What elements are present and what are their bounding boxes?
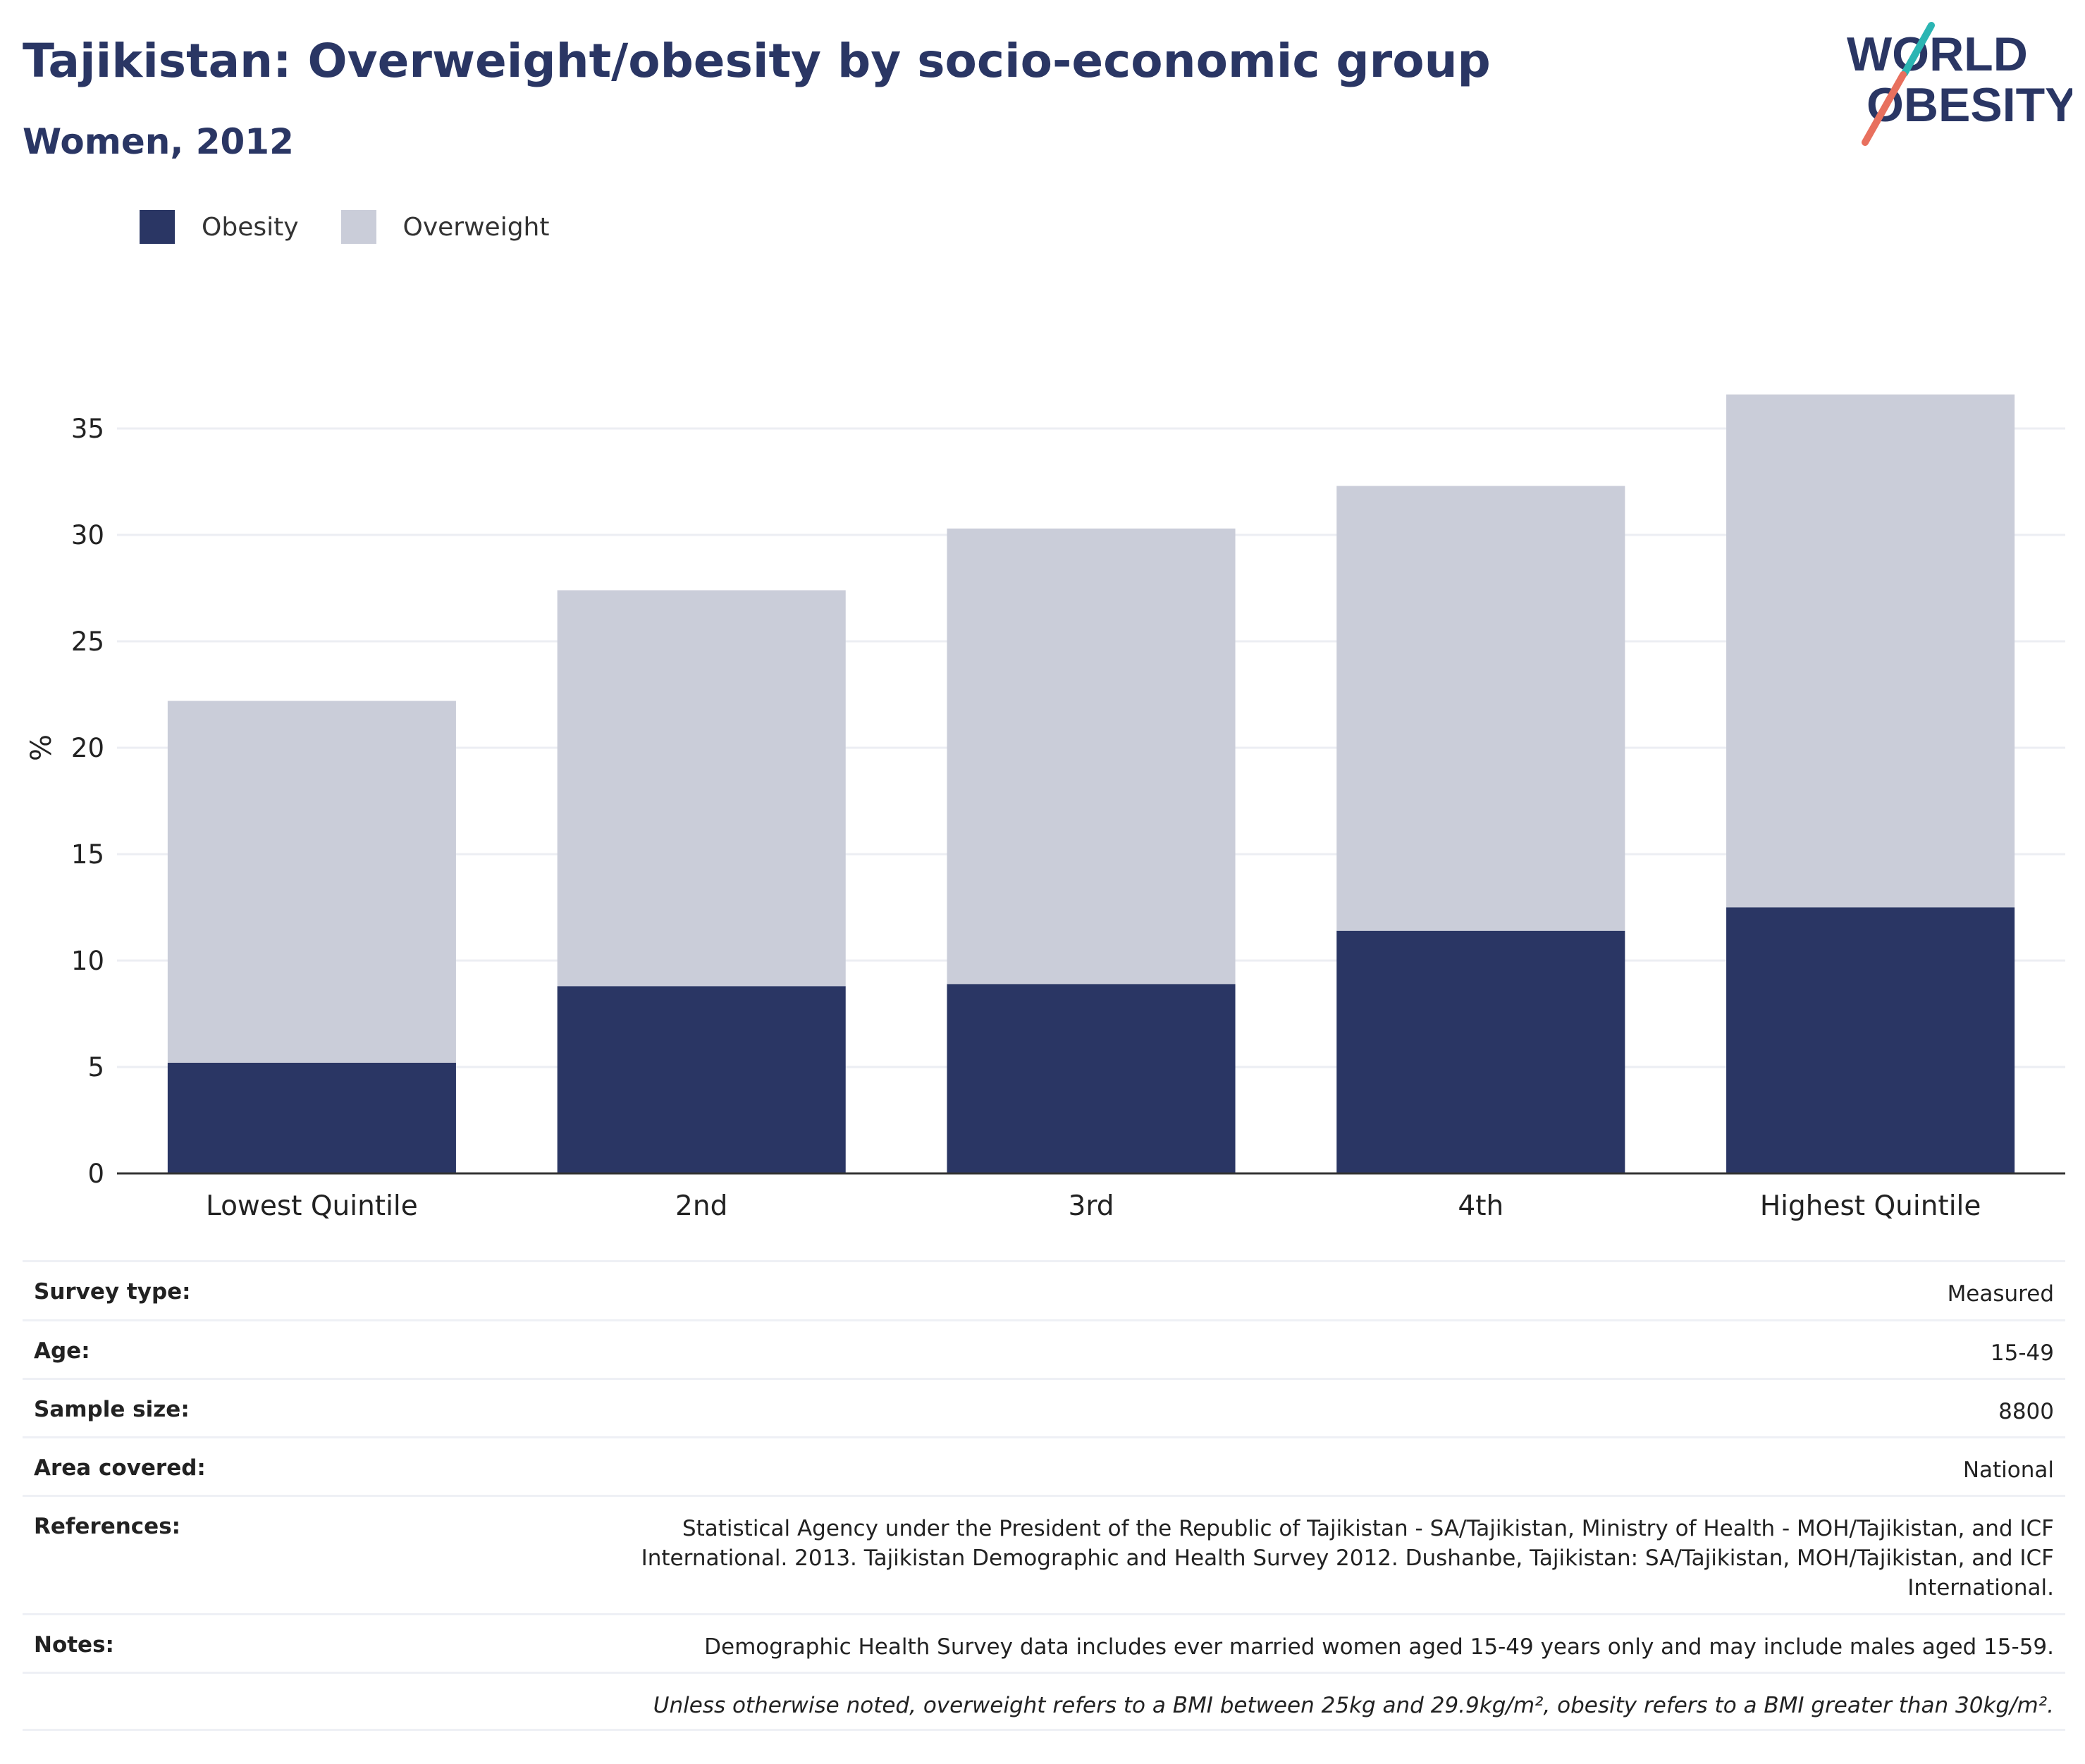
survey-info-table: Survey type: Measured Age: 15-49 Sample … (23, 1260, 2065, 1731)
world-obesity-logo: WORLD OBESITY (1847, 22, 2072, 146)
y-tick-label: 30 (71, 520, 104, 550)
y-tick-label: 25 (71, 627, 104, 657)
y-tick-label: 5 (87, 1052, 104, 1083)
logo-slash-teal (1901, 22, 1935, 77)
logo-word-obesity: OBESITY (1866, 78, 2072, 132)
y-tick-label: 35 (71, 414, 104, 444)
info-row-sample-size: Sample size: 8800 (23, 1378, 2065, 1436)
info-label-sample-size: Sample size: (34, 1397, 190, 1422)
legend-swatch-obesity (140, 210, 175, 244)
info-row-age: Age: 15-49 (23, 1319, 2065, 1378)
info-row-references: References: Statistical Agency under the… (23, 1495, 2065, 1613)
y-tick-label: 15 (71, 839, 104, 870)
info-row-footnote: Unless otherwise noted, overweight refer… (23, 1672, 2065, 1731)
bar-overweight-1 (167, 701, 456, 1063)
x-tick-label: 2nd (675, 1190, 727, 1222)
info-value-references: Statistical Agency under the President o… (641, 1516, 2054, 1600)
x-tick-label: 3rd (1069, 1190, 1114, 1222)
info-label-survey-type: Survey type: (34, 1279, 191, 1305)
info-footnote: Unless otherwise noted, overweight refer… (653, 1693, 2054, 1718)
chart-subtitle: Women, 2012 (23, 121, 294, 162)
y-axis-label: % (25, 734, 58, 761)
y-tick-label: 20 (71, 733, 104, 763)
info-value-survey-type: Measured (1947, 1281, 2054, 1307)
info-row-notes: Notes: Demographic Health Survey data in… (23, 1613, 2065, 1672)
bar-obesity-3 (947, 984, 1236, 1173)
legend-swatch-overweight (340, 210, 376, 244)
bar-overweight-3 (947, 528, 1236, 985)
stacked-bar-chart: 0 5 10 15 20 25 30 35% Lowest Quintile 2nd 3rd 4th H… (25, 394, 2065, 1222)
bar-obesity-2 (557, 986, 846, 1173)
chart-legend: Obesity Overweight (140, 210, 591, 244)
info-value-age: 15-49 (1990, 1340, 2054, 1366)
legend-item-overweight[interactable]: Overweight (340, 210, 550, 244)
info-label-area-covered: Area covered: (34, 1455, 206, 1481)
info-row-survey-type: Survey type: Measured (23, 1260, 2065, 1319)
legend-label-overweight: Overweight (402, 212, 550, 242)
x-tick-label: Lowest Quintile (206, 1190, 418, 1222)
legend-item-obesity[interactable]: Obesity (140, 210, 299, 244)
info-row-area-covered: Area covered: National (23, 1436, 2065, 1495)
info-value-notes: Demographic Health Survey data includes … (704, 1634, 2054, 1660)
legend-label-obesity: Obesity (202, 212, 299, 242)
y-tick-label: 0 (87, 1159, 104, 1189)
bar-obesity-5 (1726, 907, 2015, 1173)
bar-overweight-2 (557, 590, 846, 987)
info-value-sample-size: 8800 (1998, 1399, 2054, 1424)
info-value-area-covered: National (1962, 1457, 2054, 1483)
bar-obesity-4 (1336, 930, 1625, 1173)
y-tick-label: 10 (71, 946, 104, 976)
chart-title: Tajikistan: Overweight/obesity by socio-… (23, 34, 1491, 88)
bar-overweight-5 (1726, 394, 2015, 908)
info-label-notes: Notes: (34, 1632, 114, 1658)
logo-word-world: WORLD (1847, 27, 2028, 81)
bar-obesity-1 (167, 1062, 456, 1173)
x-tick-label: 4th (1458, 1190, 1503, 1222)
logo-slash-coral (1862, 71, 1907, 146)
info-label-age: Age: (34, 1338, 90, 1364)
info-label-references: References: (34, 1514, 181, 1539)
x-tick-label: Highest Quintile (1760, 1190, 1981, 1222)
bar-overweight-4 (1336, 486, 1625, 931)
